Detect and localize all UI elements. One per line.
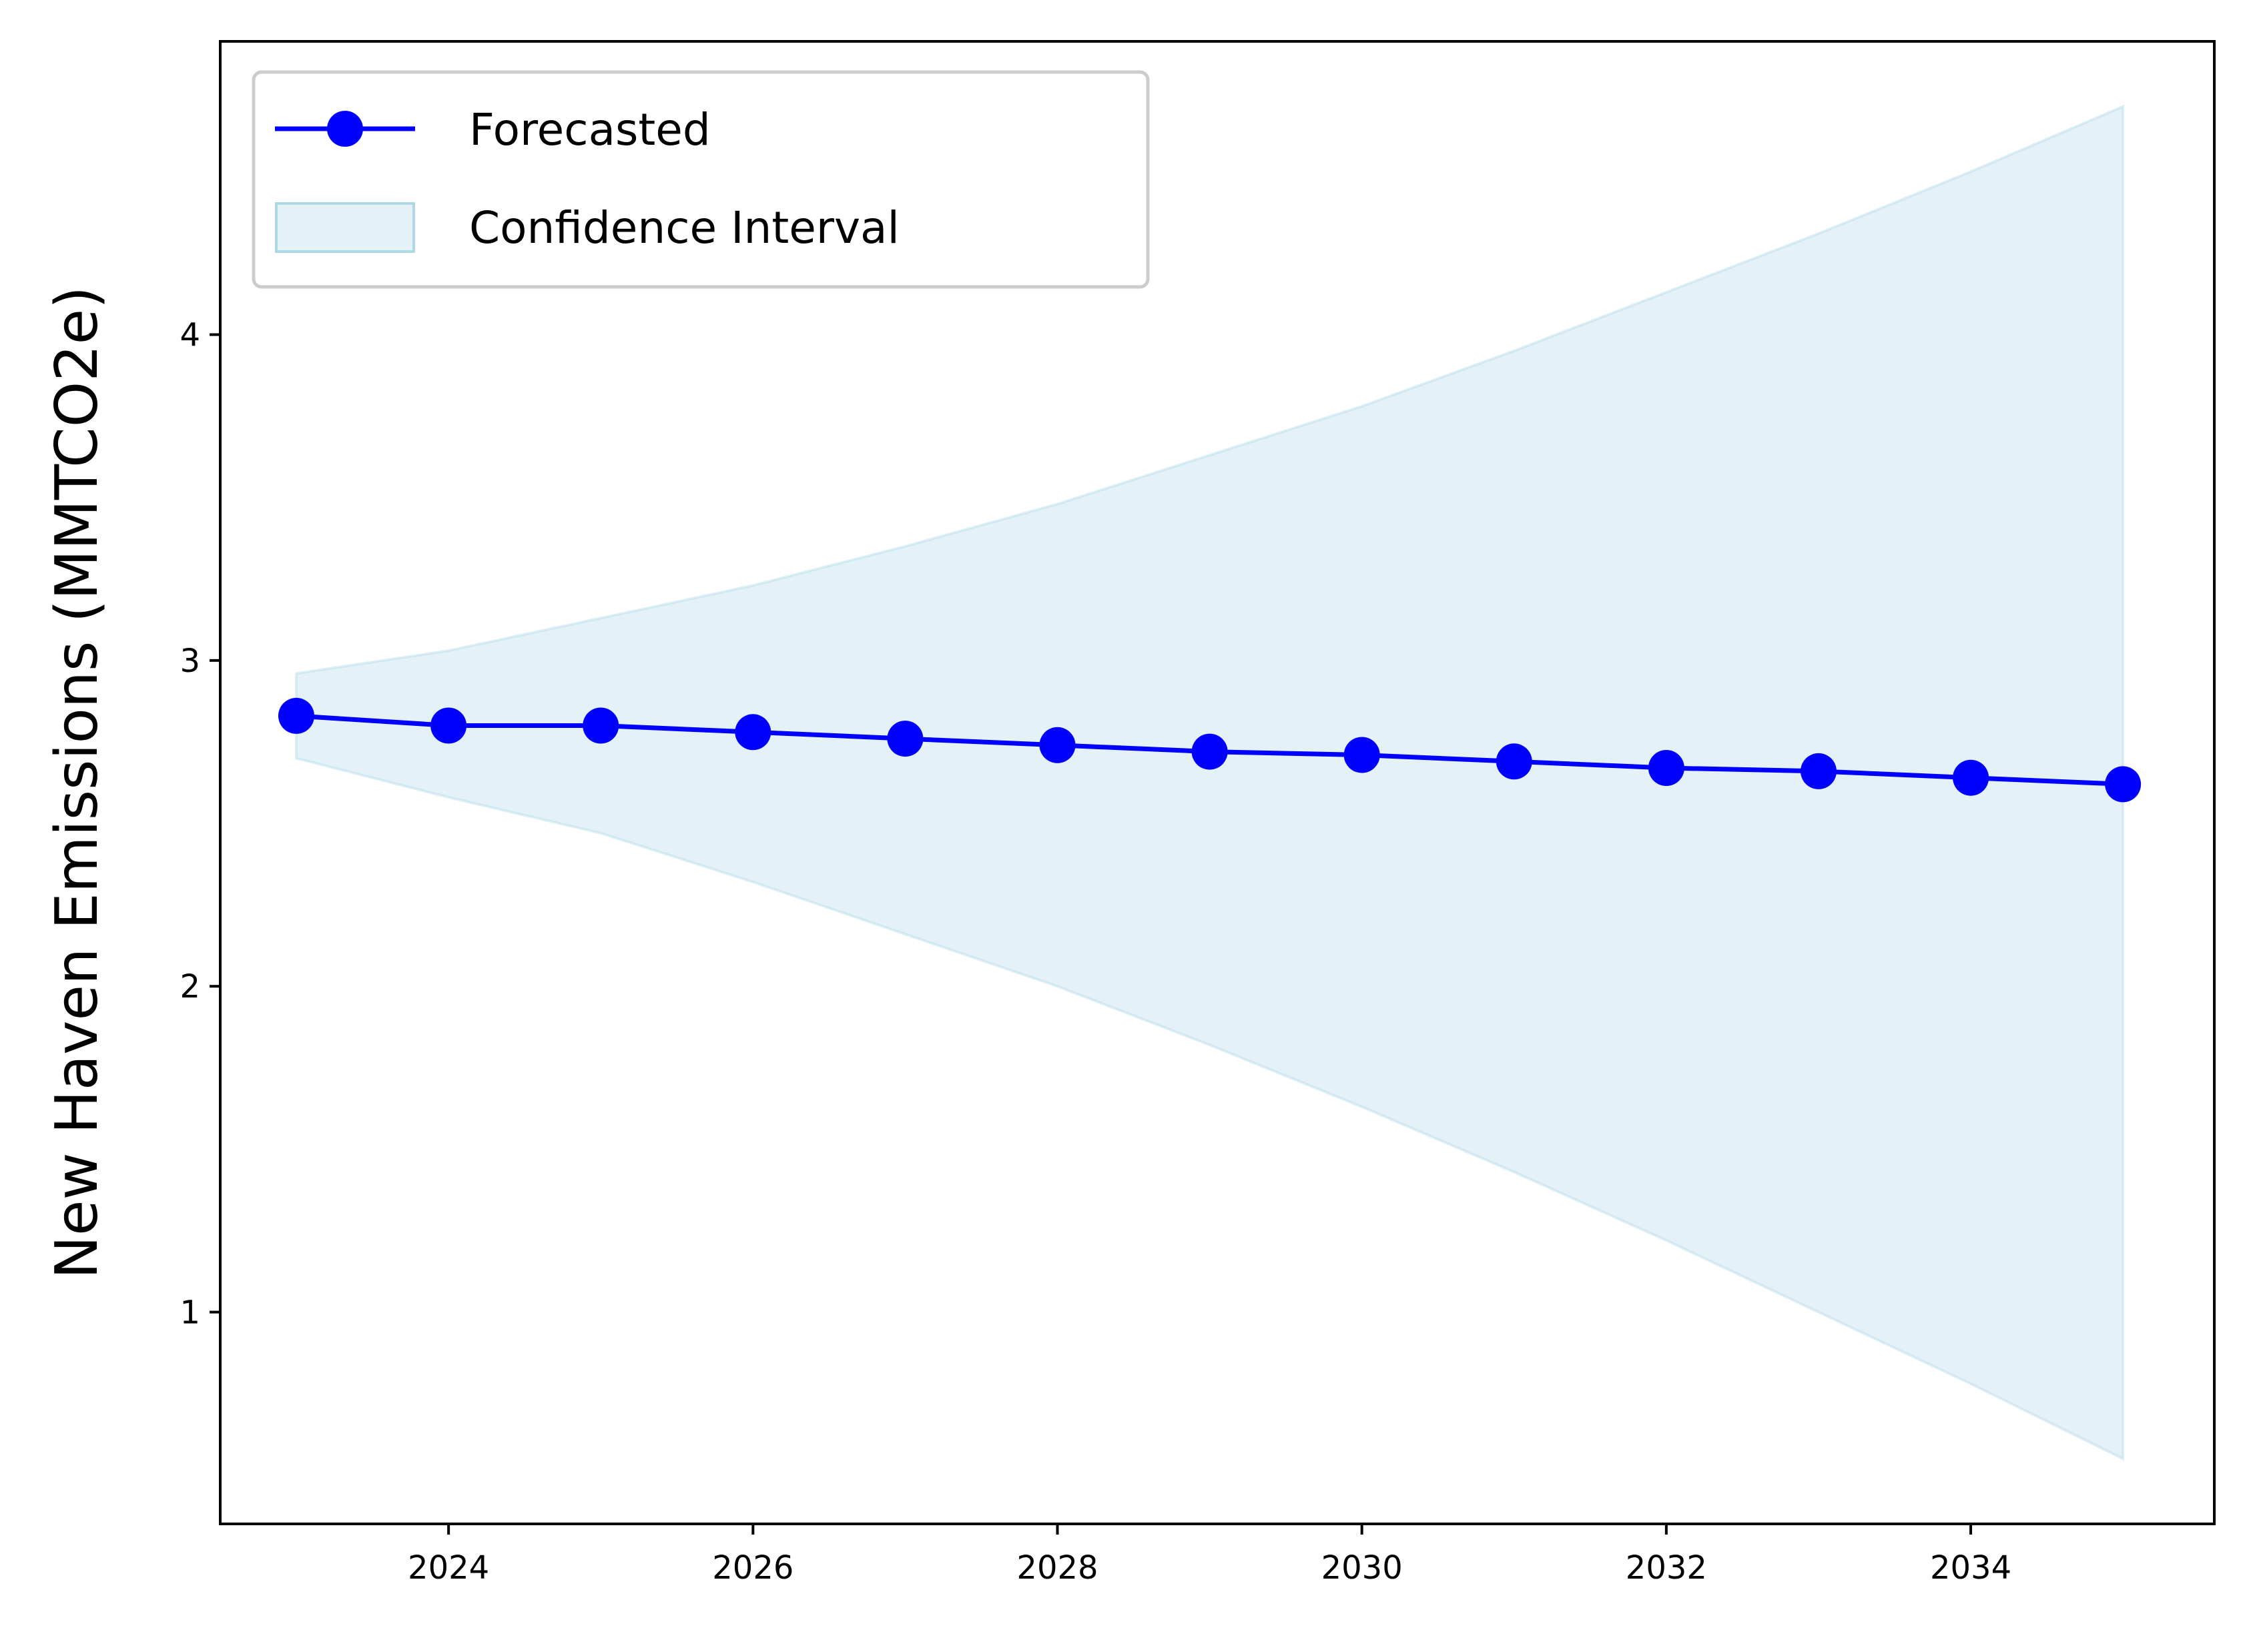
legend: Forecasted Confidence Interval — [252, 70, 1150, 289]
y-axis-ticks: 1 2 3 4 — [180, 317, 220, 1332]
confidence-interval-band — [295, 104, 2125, 1461]
legend-label-forecasted: Forecasted — [469, 104, 711, 155]
forecast-point-2025 — [583, 707, 619, 744]
forecast-point-2033 — [1801, 753, 1837, 789]
legend-box — [252, 70, 1150, 289]
plot-frame — [219, 40, 2216, 1525]
forecast-point-2027 — [887, 721, 924, 757]
forecast-point-2031 — [1496, 743, 1532, 780]
x-axis-ticks: 2024 2026 2028 2030 2032 2034 — [408, 1524, 2011, 1587]
y-tick-label-3: 3 — [180, 643, 200, 680]
x-tick-label-2024: 2024 — [408, 1549, 489, 1587]
x-tick-label-2032: 2032 — [1626, 1549, 1707, 1587]
forecast-point-2034 — [1953, 759, 1989, 796]
y-tick-label-4: 4 — [180, 317, 200, 354]
y-tick-label-1: 1 — [180, 1294, 200, 1332]
x-tick-label-2034: 2034 — [1930, 1549, 2011, 1587]
y-axis-label: New Haven Emissions (MMTCO2e) — [43, 286, 111, 1279]
x-tick-label-2026: 2026 — [712, 1549, 793, 1587]
forecast-point-2026 — [735, 714, 771, 751]
forecast-point-2032 — [1648, 750, 1684, 786]
forecast-point-2023 — [278, 697, 314, 734]
forecast-point-2024 — [430, 707, 467, 744]
y-tick-label-2: 2 — [180, 968, 200, 1005]
forecast-point-2035 — [2105, 766, 2142, 803]
legend-confidence-swatch — [275, 202, 415, 253]
x-tick-label-2030: 2030 — [1321, 1549, 1403, 1587]
forecast-point-2028 — [1039, 727, 1076, 763]
forecast-markers-layer — [278, 697, 2142, 803]
legend-label-confidence-interval: Confidence Interval — [469, 202, 900, 254]
legend-forecast-marker-swatch — [327, 111, 363, 147]
forecast-point-2029 — [1191, 733, 1228, 770]
confidence-band-layer — [295, 104, 2125, 1461]
x-tick-label-2028: 2028 — [1016, 1549, 1098, 1587]
forecast-point-2030 — [1343, 737, 1380, 773]
